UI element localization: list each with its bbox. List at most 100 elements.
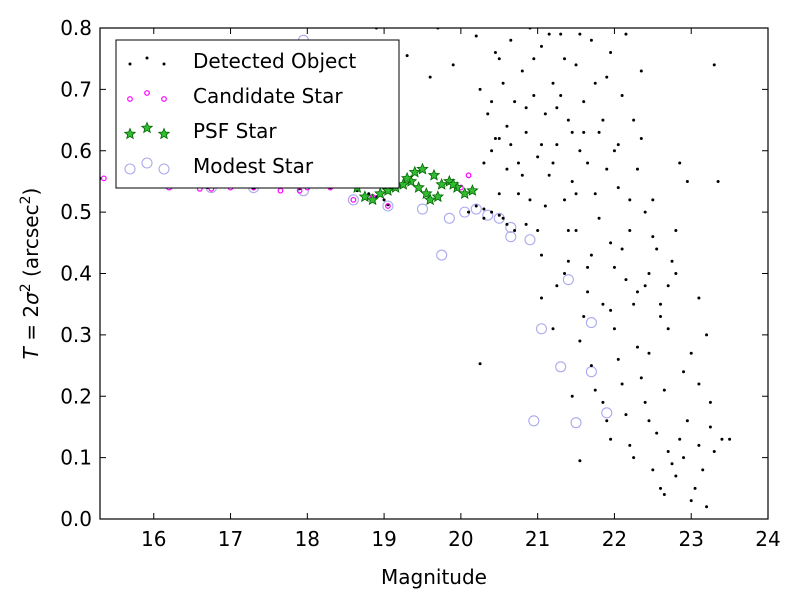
detected-object-point — [612, 327, 616, 331]
detected-object-point — [505, 124, 509, 128]
detected-object-point — [639, 136, 643, 140]
legend-marker — [127, 96, 133, 102]
detected-object-point — [616, 186, 620, 190]
detected-object-point — [632, 302, 636, 306]
legend-marker — [145, 56, 149, 60]
detected-object-point — [574, 192, 578, 196]
detected-object-point — [497, 213, 501, 217]
detected-object-point — [643, 284, 647, 288]
detected-object-point — [643, 400, 647, 404]
detected-object-point — [451, 63, 455, 67]
detected-object-point — [605, 167, 609, 171]
detected-object-point — [501, 81, 505, 85]
detected-object-point — [616, 357, 620, 361]
legend-label: Detected Object — [193, 49, 356, 73]
y-tick-label: 0.6 — [60, 139, 92, 163]
detected-object-point — [582, 100, 586, 104]
modest-star-point — [470, 203, 482, 215]
detected-object-point — [586, 161, 590, 165]
modest-star-point — [347, 194, 359, 206]
series-detected-object — [100, 28, 732, 509]
detected-object-point — [555, 106, 559, 110]
detected-object-point — [666, 327, 670, 331]
detected-object-point — [678, 437, 682, 441]
x-tick-label: 23 — [678, 527, 703, 551]
detected-object-point — [574, 63, 578, 67]
detected-object-point — [655, 247, 659, 251]
y-tick-label: 0.5 — [60, 200, 92, 224]
legend-marker — [141, 157, 153, 169]
detected-object-point — [647, 272, 651, 275]
detected-object-point — [566, 229, 570, 233]
psf-star-point — [427, 168, 441, 181]
x-axis-label: Magnitude — [381, 565, 487, 589]
detected-object-point — [490, 210, 494, 214]
detected-object-point — [609, 308, 613, 312]
detected-object-point — [578, 149, 582, 153]
detected-object-point — [689, 351, 693, 355]
x-tick-label: 17 — [218, 527, 243, 551]
x-tick-label: 21 — [525, 527, 550, 551]
psf-star-point — [420, 187, 433, 200]
detected-object-point — [662, 388, 666, 392]
detected-object-point — [670, 259, 674, 263]
detected-object-point — [536, 155, 540, 159]
detected-object-point — [486, 112, 490, 116]
detected-object-point — [609, 51, 613, 55]
detected-object-point — [624, 278, 628, 282]
detected-object-point — [635, 290, 639, 294]
psf-star-point — [435, 177, 448, 190]
psf-star-point — [412, 181, 425, 193]
modest-star-point — [482, 209, 494, 221]
detected-object-point — [651, 235, 655, 239]
detected-object-point — [582, 130, 586, 134]
detected-object-point — [666, 284, 670, 288]
modest-star-point — [505, 231, 517, 243]
detected-object-point — [382, 198, 386, 202]
x-axis-ticks: 16 17 18 19 20 21 22 23 24 — [141, 28, 781, 551]
detected-object-point — [551, 81, 555, 85]
detected-object-point — [697, 382, 701, 386]
x-tick-label: 19 — [371, 527, 396, 551]
detected-object-point — [551, 161, 555, 165]
legend-marker — [158, 163, 170, 175]
psf-star-point — [381, 184, 395, 196]
detected-object-point — [632, 456, 636, 460]
detected-object-point — [497, 57, 501, 61]
detected-object-point — [547, 32, 551, 36]
detected-object-point — [490, 149, 494, 153]
detected-object-point — [682, 456, 686, 460]
legend-marker — [128, 62, 132, 66]
detected-object-point — [589, 38, 593, 42]
detected-object-point — [609, 241, 613, 245]
psf-star-point — [458, 187, 471, 200]
detected-object-point — [493, 51, 497, 55]
detected-object-point — [674, 272, 678, 275]
detected-object-point — [620, 382, 624, 386]
y-tick-label: 0.2 — [60, 384, 92, 408]
psf-star-point — [400, 171, 414, 184]
detected-object-point — [570, 130, 574, 134]
modest-star-point — [562, 274, 574, 286]
detected-object-point — [609, 437, 613, 441]
detected-object-point — [682, 370, 686, 374]
detected-object-point — [593, 81, 597, 85]
detected-object-point — [678, 161, 682, 165]
detected-object-point — [697, 443, 701, 447]
y-tick-label: 0.7 — [60, 77, 92, 101]
legend-marker — [144, 90, 150, 96]
detected-object-point — [482, 161, 486, 165]
detected-object-point — [693, 486, 697, 490]
detected-object-point — [620, 247, 624, 251]
detected-object-point — [624, 32, 628, 36]
legend-label: Candidate Star — [193, 84, 343, 108]
detected-object-point — [670, 462, 674, 466]
detected-object-point — [651, 468, 655, 472]
legend-marker — [157, 127, 171, 140]
detected-object-point — [578, 339, 582, 343]
candidate-star-point — [465, 172, 472, 179]
detected-object-point — [493, 136, 497, 140]
detected-object-point — [578, 32, 582, 36]
detected-object-point — [635, 167, 639, 171]
modest-star-point — [382, 200, 394, 212]
